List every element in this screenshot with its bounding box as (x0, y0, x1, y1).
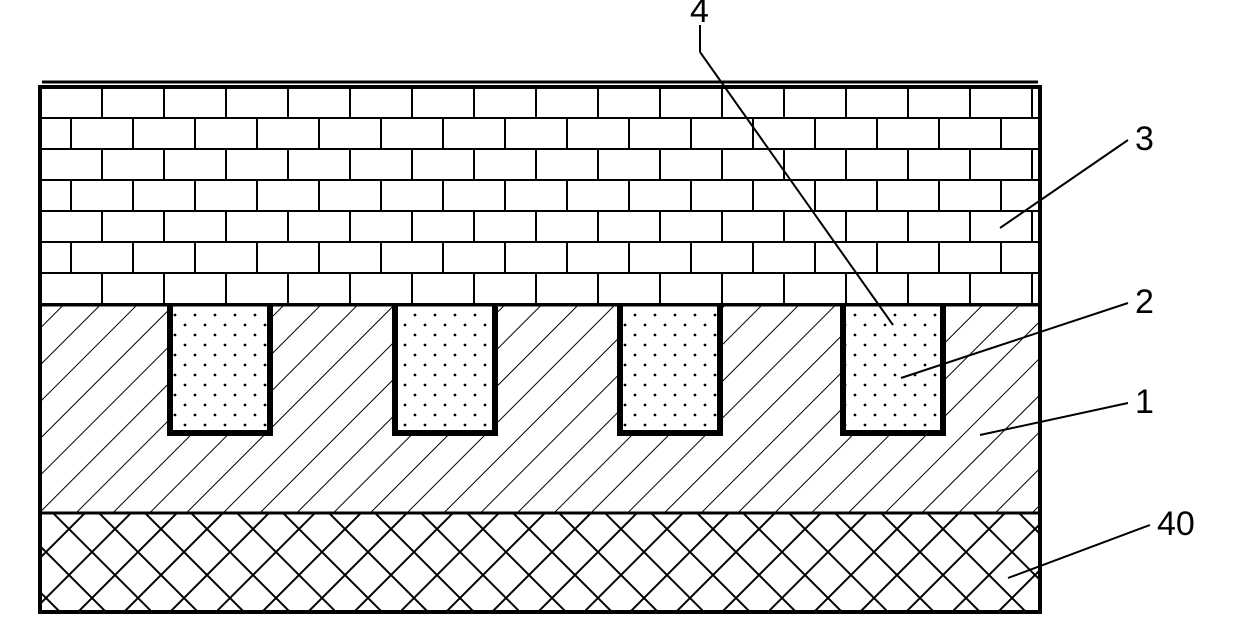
leader-label: 40 (1157, 505, 1195, 543)
leader-label: 3 (1135, 120, 1154, 158)
pocket (620, 305, 720, 433)
leader-label: 1 (1135, 383, 1154, 421)
layer-crosshatch (40, 513, 1040, 612)
leader-label: 2 (1135, 283, 1154, 321)
pocket (170, 305, 270, 433)
pocket (395, 305, 495, 433)
leader-label: 4 (690, 0, 709, 30)
diagram: 4 3 2 1 40 (0, 0, 1195, 612)
